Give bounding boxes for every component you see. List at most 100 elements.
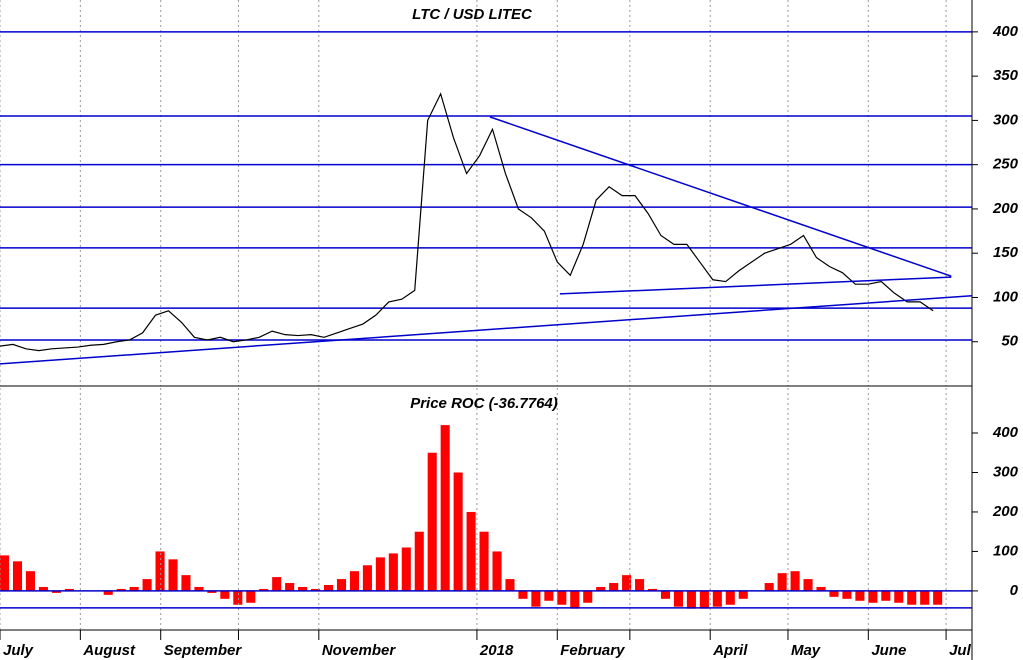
- bar: [51, 590, 61, 593]
- bar: [0, 555, 10, 591]
- bar: [622, 575, 632, 591]
- y-tick-label: 300: [993, 111, 1019, 128]
- bar: [285, 583, 295, 591]
- y-tick-label: 250: [992, 156, 1019, 173]
- bar: [596, 586, 606, 591]
- bar: [557, 590, 567, 605]
- bar: [427, 452, 437, 591]
- bar: [686, 590, 696, 609]
- chart-title: Price ROC (-36.7764): [410, 395, 558, 412]
- bar: [414, 531, 424, 591]
- bar: [803, 579, 813, 591]
- bar: [25, 571, 35, 591]
- y-tick-label: 350: [993, 67, 1019, 84]
- bar: [324, 584, 334, 591]
- bar: [142, 579, 152, 591]
- bar: [881, 590, 891, 601]
- bar: [453, 472, 463, 591]
- x-tick-label: November: [322, 642, 397, 659]
- y-tick-label: 150: [993, 244, 1019, 261]
- y-tick-label: 300: [993, 463, 1019, 480]
- y-tick-label: 100: [993, 288, 1019, 305]
- y-tick-label: 400: [992, 23, 1019, 40]
- x-tick-label: August: [82, 642, 136, 659]
- bar: [777, 573, 787, 591]
- bar: [790, 571, 800, 591]
- bar: [440, 425, 450, 591]
- x-tick-label: June: [871, 642, 906, 659]
- trend-line: [489, 116, 952, 277]
- bar: [401, 547, 411, 591]
- chart-title: LTC / USD LITEC: [412, 6, 533, 23]
- bar: [660, 590, 671, 599]
- x-tick-label: September: [164, 642, 243, 659]
- bar: [894, 590, 904, 603]
- bar: [311, 588, 321, 591]
- bar: [155, 551, 165, 591]
- bar: [907, 590, 917, 605]
- bar: [635, 579, 645, 591]
- bar: [12, 561, 23, 591]
- bar: [479, 531, 489, 591]
- bar: [298, 586, 308, 591]
- bar: [712, 590, 722, 607]
- bar: [829, 590, 839, 597]
- bar: [492, 551, 502, 591]
- bar: [375, 557, 385, 591]
- x-tick-label: February: [560, 642, 625, 659]
- x-tick-label: Jul: [949, 642, 972, 659]
- bar: [531, 590, 541, 607]
- bar: [103, 590, 113, 595]
- bar: [233, 590, 243, 605]
- bar: [544, 590, 554, 601]
- bar: [116, 588, 126, 591]
- bar: [168, 559, 178, 591]
- y-tick-label: 0: [1010, 582, 1019, 599]
- y-tick-label: 200: [992, 200, 1019, 217]
- bar: [64, 588, 74, 591]
- bar: [570, 590, 580, 609]
- x-tick-label: May: [791, 642, 821, 659]
- bar: [855, 590, 865, 601]
- bar: [583, 590, 593, 603]
- bar: [673, 590, 683, 607]
- bar: [764, 583, 774, 591]
- bar: [505, 579, 515, 591]
- bar: [816, 586, 826, 591]
- bar: [725, 590, 735, 605]
- bar: [194, 586, 204, 591]
- bar: [349, 571, 359, 591]
- bar: [129, 586, 139, 591]
- bar: [272, 577, 282, 591]
- y-tick-label: 100: [993, 542, 1019, 559]
- bar: [738, 590, 748, 599]
- bar: [181, 575, 191, 591]
- trend-line: [0, 294, 973, 365]
- y-tick-label: 200: [992, 503, 1019, 520]
- y-tick-label: 50: [1001, 333, 1018, 350]
- bar: [648, 588, 658, 591]
- price-line: [0, 92, 934, 352]
- bar: [259, 588, 269, 591]
- bar: [362, 565, 372, 591]
- bar: [920, 590, 930, 605]
- bar: [220, 590, 230, 599]
- bar: [933, 590, 943, 605]
- bar: [868, 590, 878, 603]
- trend-line: [559, 276, 952, 295]
- bar: [699, 590, 709, 609]
- bar: [466, 511, 476, 591]
- bar: [518, 590, 528, 599]
- bar: [388, 553, 398, 591]
- bar: [38, 586, 48, 591]
- bar: [609, 583, 619, 591]
- bar: [842, 590, 852, 599]
- x-tick-label: April: [712, 642, 748, 659]
- y-tick-label: 400: [992, 424, 1019, 441]
- bar: [246, 590, 256, 603]
- x-tick-label: July: [3, 642, 34, 659]
- bar: [336, 579, 347, 591]
- bar: [207, 590, 217, 593]
